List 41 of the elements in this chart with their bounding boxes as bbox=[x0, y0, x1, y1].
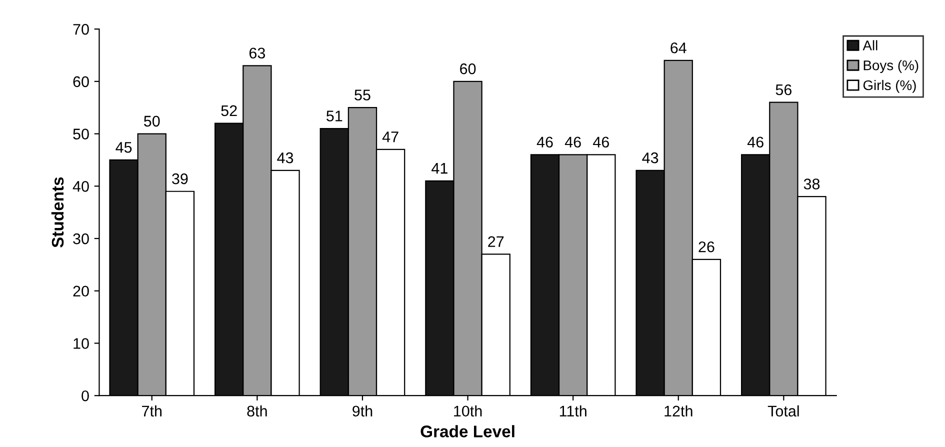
y-tick-label: 70 bbox=[73, 24, 89, 35]
data-label: 63 bbox=[249, 48, 265, 59]
data-label: 43 bbox=[642, 152, 658, 164]
legend-label: Boys (%) bbox=[864, 60, 918, 74]
x-tick-label: 9th bbox=[352, 405, 372, 417]
y-tick-label: 30 bbox=[73, 233, 89, 244]
data-label: 26 bbox=[698, 241, 714, 252]
x-axis-title: Grade Level bbox=[420, 425, 514, 438]
data-label: 46 bbox=[747, 136, 764, 148]
x-tick-label: 7th bbox=[142, 405, 162, 417]
data-label: 60 bbox=[460, 63, 476, 74]
y-axis-title: Students bbox=[51, 177, 64, 248]
data-label: 50 bbox=[144, 116, 160, 127]
y-tick-label: 20 bbox=[73, 286, 89, 297]
x-tick-label: 11th bbox=[560, 405, 586, 417]
data-label: 46 bbox=[536, 136, 553, 148]
data-label: 46 bbox=[593, 136, 609, 148]
data-label: 27 bbox=[488, 236, 504, 247]
data-label: 38 bbox=[804, 178, 820, 190]
data-label: 46 bbox=[564, 136, 581, 148]
y-tick-label: 50 bbox=[73, 128, 89, 140]
legend-label: Girls (%) bbox=[863, 80, 916, 93]
y-tick-label: 40 bbox=[72, 181, 89, 192]
x-tick-label: 10th bbox=[454, 405, 482, 417]
x-tick-label: 8th bbox=[247, 405, 267, 417]
x-tick-label: 12th bbox=[664, 405, 692, 417]
data-label: 64 bbox=[670, 42, 686, 54]
y-tick-label: 60 bbox=[73, 76, 89, 88]
x-tick-label: Total bbox=[768, 405, 799, 417]
data-label: 52 bbox=[221, 105, 237, 116]
data-label: 43 bbox=[277, 152, 294, 164]
data-label: 56 bbox=[776, 84, 792, 96]
data-label: 55 bbox=[354, 90, 370, 100]
data-label: 41 bbox=[432, 163, 448, 174]
data-label: 39 bbox=[172, 173, 188, 184]
data-label: 51 bbox=[326, 110, 342, 122]
y-tick-label: 0 bbox=[82, 390, 89, 402]
legend-label: All bbox=[862, 40, 878, 50]
y-tick-label: 10 bbox=[74, 338, 89, 349]
data-label: 47 bbox=[382, 132, 398, 142]
data-label: 45 bbox=[116, 142, 132, 153]
